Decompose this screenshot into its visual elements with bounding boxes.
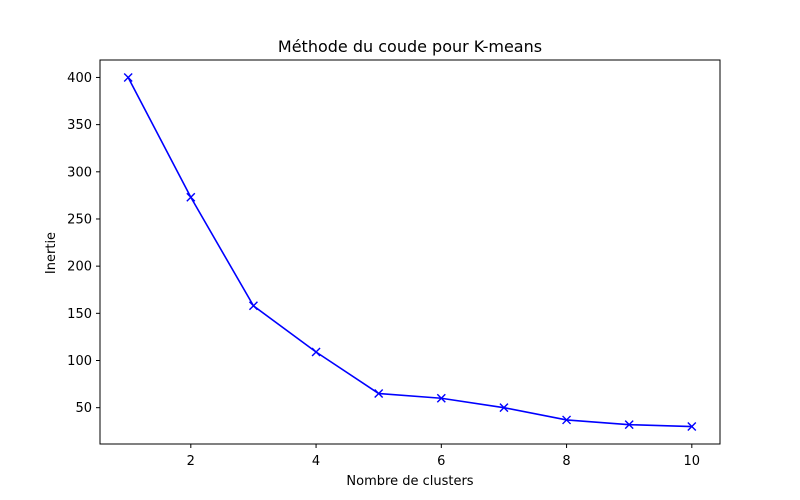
y-axis-label: Inertie — [44, 232, 59, 274]
x-tick-label: 6 — [437, 454, 445, 469]
y-tick-label: 100 — [67, 354, 92, 369]
y-axis: 50 100 150 200 250 300 350 400 — [67, 71, 100, 416]
series-line — [127, 77, 692, 428]
chart-title: Méthode du coude pour K-means — [278, 37, 542, 56]
x-tick-label: 4 — [312, 454, 320, 469]
y-tick-label: 50 — [75, 401, 92, 416]
data-point-marker — [562, 415, 572, 425]
y-tick-label: 300 — [67, 165, 92, 180]
data-point-marker — [248, 301, 258, 311]
y-tick-label: 400 — [67, 71, 92, 86]
x-tick-label: 8 — [562, 454, 570, 469]
data-point-marker — [374, 389, 384, 399]
x-axis: 2 4 6 8 10 — [187, 444, 700, 469]
data-point-marker — [436, 393, 446, 403]
data-point-marker — [624, 420, 634, 430]
plot-area-frame — [99, 59, 721, 445]
data-point-marker — [687, 422, 697, 432]
y-tick-label: 150 — [67, 307, 92, 322]
x-tick-label: 2 — [187, 454, 195, 469]
data-point-marker — [123, 72, 133, 82]
y-tick-label: 200 — [67, 260, 92, 275]
data-point-marker — [186, 192, 196, 202]
data-series — [123, 72, 697, 432]
data-point-marker — [499, 403, 509, 413]
data-point-marker — [311, 347, 321, 357]
y-tick-label: 350 — [67, 118, 92, 133]
x-tick-label: 10 — [684, 454, 701, 469]
x-axis-label: Nombre de clusters — [346, 474, 473, 489]
y-tick-label: 250 — [67, 212, 92, 227]
